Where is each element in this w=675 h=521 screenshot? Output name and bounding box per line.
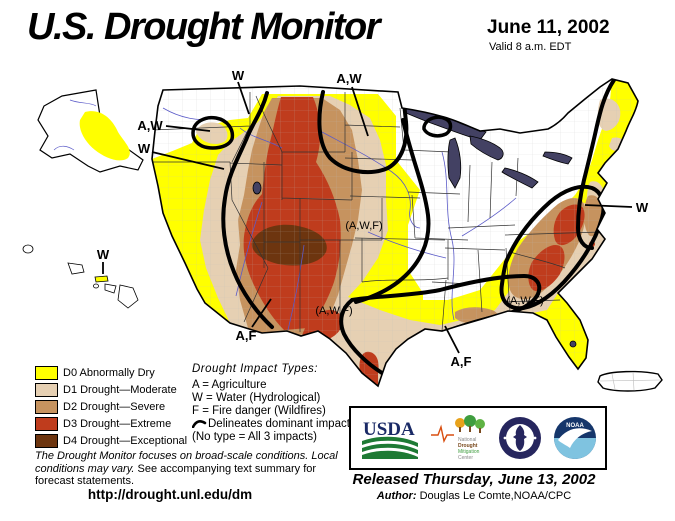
impact-types-block: Drought Impact Types: A = Agriculture W … [191, 363, 356, 444]
map-label-af-west: A,F [236, 328, 257, 343]
hawaii-kauai [22, 244, 34, 254]
ndmc-logo: National Drought Mitigation Center [430, 415, 485, 461]
d1-label: D1 Drought—Moderate [63, 384, 177, 396]
alaska-d0-region [79, 111, 130, 161]
map-label-w-hawaii: W [97, 247, 110, 262]
valid-time: Valid 8 a.m. EDT [489, 41, 572, 53]
impact-note: (No type = All 3 impacts) [192, 431, 317, 443]
hawaii-big-island [117, 284, 139, 309]
ndmc-text-4: Center [458, 455, 473, 461]
usda-logo-text: USDA [363, 419, 415, 440]
legend-row-d2: D2 Drought—Severe [35, 400, 187, 414]
ndmc-text-3: Mitigation [458, 449, 480, 455]
d0-label: D0 Abnormally Dry [63, 367, 155, 379]
noaa-logo: NOAA [553, 417, 596, 459]
legend-row-d4: D4 Drought—Exceptional [35, 434, 187, 448]
legend-row-d0: D0 Abnormally Dry [35, 366, 187, 380]
label-pointer-lines [102, 81, 633, 354]
d3-label: D3 Drought—Extreme [63, 418, 172, 430]
map-label-awf-southeast: (A,W,F) [506, 295, 543, 307]
page-title: U.S. Drought Monitor [27, 6, 381, 48]
author-label: Author: [376, 490, 417, 502]
map-date: June 11, 2002 [487, 17, 610, 38]
d0-swatch [35, 366, 58, 380]
noaa-logo-text: NOAA [566, 423, 584, 429]
map-label-af-gulf: A,F [451, 354, 472, 369]
disclaimer-regular: See accompanying text summary for foreca… [35, 462, 317, 488]
usda-logo: USDA [361, 419, 418, 459]
map-label-aw-left: A,W [137, 118, 163, 133]
d2-label: D2 Drought—Severe [63, 401, 166, 413]
impact-type-f: F = Fire danger (Wildfires) [192, 405, 326, 417]
drought-monitor-url[interactable]: http://drought.unl.edu/dm [87, 487, 253, 502]
drought-legend: D0 Abnormally Dry D1 Drought—Moderate D2… [35, 366, 187, 451]
impact-delineates-row: Delineates dominant impacts [191, 418, 356, 431]
map-label-awf-plains: (A,W,F) [345, 220, 382, 232]
map-label-w-east: W [636, 200, 649, 215]
hawaii-molokai-d0 [94, 275, 109, 283]
d4-label: D4 Drought—Exceptional [63, 435, 188, 447]
author-name: Douglas Le Comte,NOAA/CPC [419, 490, 572, 502]
d2-swatch [35, 400, 58, 414]
hawaii-maui [104, 283, 117, 294]
agency-logo-box: USDA National Drought Mitigation Center … [349, 406, 607, 470]
impact-types-title: Drought Impact Types: [192, 363, 318, 375]
map-label-w-left: W [138, 141, 151, 156]
map-label-awf-texas: (A,W,F) [315, 305, 352, 317]
great-lakes [252, 106, 577, 348]
legend-row-d1: D1 Drought—Moderate [35, 383, 187, 397]
disclaimer-italic: The Drought Monitor focuses on broad-sca… [35, 450, 338, 475]
map-label-w-top: W [232, 68, 245, 83]
impact-type-a: A = Agriculture [192, 379, 267, 391]
ndmc-text-1: National [458, 437, 476, 443]
disclaimer-note: The Drought Monitor focuses on broad-sca… [35, 450, 340, 488]
puerto-rico-inset [597, 370, 663, 392]
d4-swatch [35, 434, 58, 448]
alaska-inset [37, 89, 144, 173]
ndmc-text-2: Drought [458, 443, 478, 449]
author-line: Author: Douglas Le Comte,NOAA/CPC [344, 490, 604, 502]
delineation-curve-icon [191, 420, 207, 429]
impact-delineates-label: Delineates dominant impacts [208, 418, 356, 430]
map-label-aw-top: A,W [336, 71, 362, 86]
released-date: Released Thursday, June 13, 2002 [352, 471, 596, 488]
commerce-seal [498, 417, 541, 459]
legend-row-d3: D3 Drought—Extreme [35, 417, 187, 431]
map-labels: W A,W A,W W W A,F A,F W (A,W,F) (A,W,F) … [97, 68, 649, 369]
hawaii-inset [22, 244, 139, 309]
impact-delineation-lines [191, 79, 616, 378]
impact-type-w: W = Water (Hydrological) [192, 392, 321, 404]
d3-swatch [35, 417, 58, 431]
hawaii-lanai [93, 283, 99, 289]
d1-swatch [35, 383, 58, 397]
hawaii-oahu [67, 262, 85, 275]
